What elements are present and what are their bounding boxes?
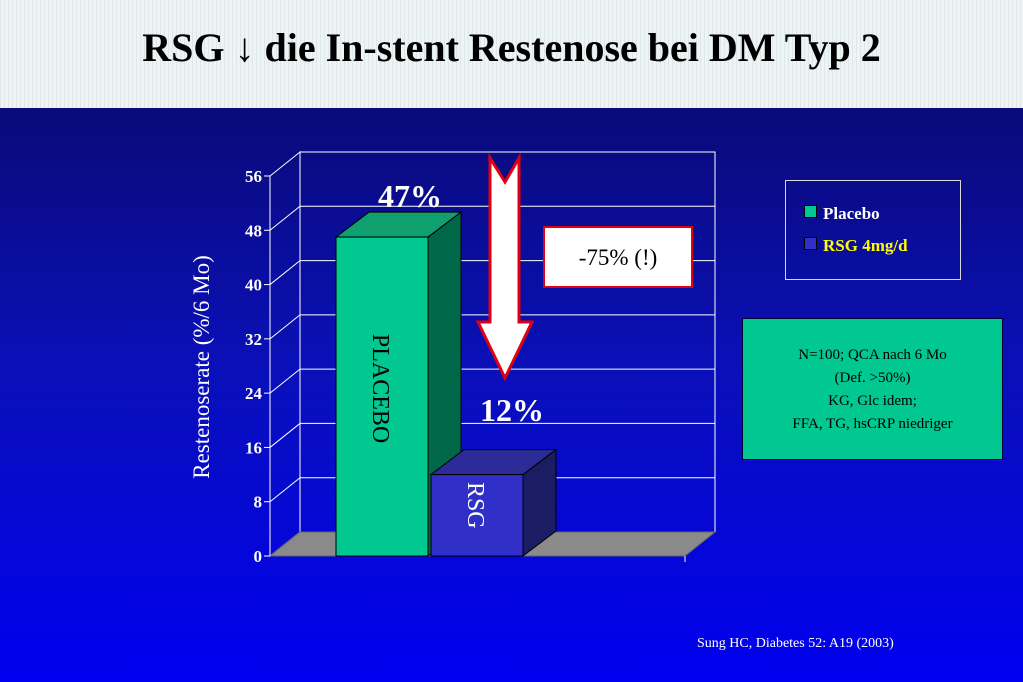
value-label-rsg: 12% [480, 392, 544, 428]
chart-legend: Placebo RSG 4mg/d [785, 180, 961, 280]
bar-front [430, 474, 524, 557]
y-tick-label: 56 [245, 167, 262, 186]
value-label-placebo: 47% [378, 178, 442, 214]
legend-item-rsg: RSG 4mg/d [804, 236, 908, 256]
y-tick-label: 8 [254, 493, 263, 512]
gridline [269, 205, 715, 231]
info-line: N=100; QCA nach 6 Mo [798, 347, 947, 363]
source-citation: Sung HC, Diabetes 52: A19 (2003) [697, 636, 894, 651]
gridline [269, 422, 715, 448]
info-line: FFA, TG, hsCRP niedriger [792, 416, 953, 432]
y-tick-label: 16 [245, 438, 262, 457]
y-tick-label: 40 [245, 276, 262, 295]
legend-swatch-placebo [804, 205, 817, 218]
gridline [269, 477, 715, 503]
info-line: KG, Glc idem; [828, 393, 917, 409]
slide-title: RSG ↓ die In-stent Restenose bei DM Typ … [142, 25, 881, 70]
category-label-placebo: PLACEBO [367, 334, 393, 443]
study-info-box: N=100; QCA nach 6 Mo (Def. >50%) KG, Glc… [742, 318, 1003, 460]
gridline [269, 368, 715, 394]
title-bar: RSG ↓ die In-stent Restenose bei DM Typ … [0, 0, 1023, 108]
bar-rsg: RSG [429, 448, 558, 558]
category-label-rsg: RSG [462, 482, 488, 529]
y-tick-label: 48 [245, 221, 262, 240]
bar-front [335, 236, 429, 557]
y-axis-label: Restenoserate (%/6 Mo) [189, 255, 214, 479]
chart-side-wall [269, 150, 301, 558]
y-tick-label: 32 [245, 330, 262, 349]
legend-swatch-rsg [804, 237, 817, 250]
legend-item-placebo: Placebo [804, 204, 880, 224]
reduction-arrow [475, 152, 535, 382]
legend-label-rsg: RSG 4mg/d [823, 236, 908, 255]
gridline [269, 314, 715, 340]
y-tick-label: 0 [254, 547, 263, 566]
annotation-box [543, 226, 693, 288]
legend-label-placebo: Placebo [823, 204, 880, 223]
info-line: (Def. >50%) [834, 370, 911, 386]
annotation-label: -75% (!) [579, 245, 658, 270]
y-tick-label: 24 [245, 384, 263, 403]
